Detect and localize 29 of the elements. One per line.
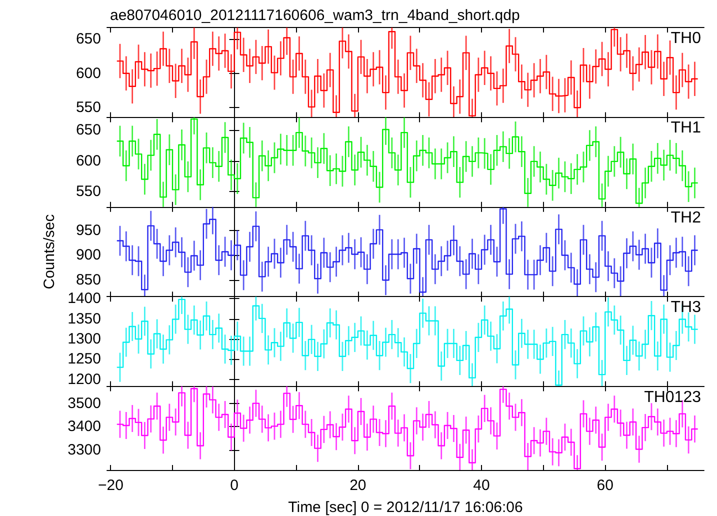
y-tick-label: 650 xyxy=(76,122,101,139)
y-tick-label: 1200 xyxy=(68,370,101,388)
x-tick-label: 60 xyxy=(596,477,614,494)
x-tick-label: 20 xyxy=(350,477,366,494)
x-tick-label: −20 xyxy=(98,477,124,494)
y-tick-label: 1250 xyxy=(68,350,101,368)
y-axis-title: Counts/sec xyxy=(41,214,58,290)
y-tick-label: 550 xyxy=(76,183,101,200)
x-axis-title: Time [sec] 0 = 2012/11/17 16:06:06 xyxy=(288,499,523,516)
y-tick-label: 3400 xyxy=(68,418,101,436)
y-tick-label: 3300 xyxy=(68,441,101,458)
x-tick-label: 0 xyxy=(230,477,238,494)
y-tick-label: 850 xyxy=(76,272,101,289)
x-tick-label: 40 xyxy=(473,477,490,494)
y-tick-label: 600 xyxy=(76,152,101,170)
y-tick-label: 600 xyxy=(76,64,101,82)
annotation: TH0 xyxy=(670,30,702,47)
chart-title: ae807046010_20121117160606_wam3_trn_4band_short.qdp xyxy=(110,7,520,24)
annotation: TH1 xyxy=(670,120,702,137)
y-tick-label: 1300 xyxy=(68,330,101,348)
y-tick-label: 1350 xyxy=(68,310,101,328)
y-tick-label: 3500 xyxy=(68,394,101,412)
y-tick-label: 650 xyxy=(76,30,101,48)
y-tick-label: 1400 xyxy=(68,290,101,308)
y-tick-label: 550 xyxy=(76,99,101,116)
y-tick-label: 950 xyxy=(76,222,101,239)
y-tick-label: 900 xyxy=(76,246,101,264)
annotation: TH2 xyxy=(670,209,702,226)
annotation: TH0123 xyxy=(644,388,702,406)
